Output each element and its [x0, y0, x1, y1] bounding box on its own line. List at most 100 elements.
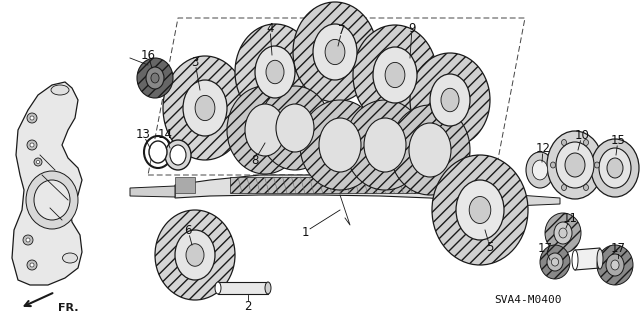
Text: 15: 15	[611, 133, 625, 147]
Polygon shape	[450, 177, 465, 193]
Ellipse shape	[410, 53, 490, 147]
Polygon shape	[130, 186, 175, 197]
Ellipse shape	[300, 100, 380, 190]
Text: 5: 5	[486, 241, 493, 253]
Polygon shape	[490, 193, 560, 207]
Polygon shape	[218, 282, 268, 294]
Text: 3: 3	[191, 55, 198, 68]
Ellipse shape	[155, 210, 235, 300]
Ellipse shape	[611, 260, 619, 270]
Ellipse shape	[547, 131, 603, 199]
Ellipse shape	[526, 152, 554, 188]
Ellipse shape	[27, 260, 37, 270]
Polygon shape	[575, 248, 600, 270]
Ellipse shape	[390, 105, 470, 195]
Ellipse shape	[409, 123, 451, 177]
Ellipse shape	[30, 263, 34, 267]
Polygon shape	[430, 177, 445, 193]
Text: 2: 2	[244, 300, 252, 313]
Text: 17: 17	[538, 242, 552, 254]
Ellipse shape	[606, 254, 624, 276]
Polygon shape	[175, 175, 490, 207]
Ellipse shape	[591, 139, 639, 197]
Text: SVA4-M0400: SVA4-M0400	[494, 295, 562, 305]
Ellipse shape	[175, 230, 215, 280]
Polygon shape	[230, 177, 420, 193]
Ellipse shape	[63, 253, 77, 263]
Ellipse shape	[469, 196, 491, 223]
Ellipse shape	[265, 282, 271, 294]
Ellipse shape	[532, 160, 548, 180]
Ellipse shape	[556, 142, 594, 188]
Ellipse shape	[36, 160, 40, 164]
Ellipse shape	[441, 88, 459, 112]
Ellipse shape	[149, 141, 167, 163]
Text: 9: 9	[408, 21, 416, 35]
Ellipse shape	[373, 47, 417, 103]
Ellipse shape	[552, 258, 559, 266]
Ellipse shape	[607, 158, 623, 178]
Ellipse shape	[215, 282, 221, 294]
Text: 6: 6	[184, 223, 192, 236]
Ellipse shape	[432, 155, 528, 265]
Ellipse shape	[545, 213, 581, 253]
Polygon shape	[478, 177, 490, 193]
Ellipse shape	[26, 171, 78, 229]
Ellipse shape	[345, 100, 425, 190]
Ellipse shape	[227, 86, 303, 174]
Text: 16: 16	[141, 49, 156, 61]
Ellipse shape	[584, 185, 589, 190]
Ellipse shape	[597, 249, 603, 269]
Ellipse shape	[595, 162, 600, 168]
Ellipse shape	[572, 250, 578, 270]
Text: 8: 8	[252, 154, 259, 166]
Ellipse shape	[313, 24, 357, 80]
Ellipse shape	[170, 145, 186, 165]
Ellipse shape	[163, 56, 247, 160]
Ellipse shape	[27, 113, 37, 123]
Ellipse shape	[23, 235, 33, 245]
Ellipse shape	[430, 74, 470, 126]
Ellipse shape	[195, 95, 215, 121]
Ellipse shape	[137, 58, 173, 98]
Text: 17: 17	[611, 242, 625, 254]
Ellipse shape	[554, 222, 572, 244]
Ellipse shape	[51, 85, 69, 95]
Ellipse shape	[325, 39, 345, 65]
Ellipse shape	[183, 80, 227, 136]
Ellipse shape	[276, 104, 314, 152]
Text: 14: 14	[157, 127, 173, 140]
Ellipse shape	[146, 67, 164, 89]
Ellipse shape	[186, 244, 204, 266]
Ellipse shape	[259, 86, 331, 170]
Ellipse shape	[353, 25, 437, 125]
Ellipse shape	[597, 245, 633, 285]
Polygon shape	[12, 82, 82, 285]
Text: 4: 4	[266, 21, 274, 35]
Text: 13: 13	[136, 127, 150, 140]
Ellipse shape	[561, 185, 566, 190]
Ellipse shape	[235, 24, 315, 120]
Ellipse shape	[255, 46, 295, 98]
Ellipse shape	[550, 162, 556, 168]
Text: 12: 12	[536, 141, 550, 155]
Ellipse shape	[540, 245, 570, 279]
Ellipse shape	[547, 253, 563, 271]
Ellipse shape	[364, 118, 406, 172]
Ellipse shape	[561, 140, 566, 146]
Ellipse shape	[293, 2, 377, 102]
Ellipse shape	[26, 238, 30, 242]
Ellipse shape	[266, 60, 284, 84]
Text: 7: 7	[339, 23, 346, 36]
Text: 1: 1	[301, 226, 308, 238]
Ellipse shape	[34, 180, 70, 220]
Polygon shape	[175, 177, 195, 193]
Ellipse shape	[30, 116, 34, 120]
Ellipse shape	[565, 153, 585, 177]
Ellipse shape	[319, 118, 361, 172]
Text: FR.: FR.	[58, 303, 79, 313]
Text: 11: 11	[563, 212, 577, 225]
Ellipse shape	[456, 180, 504, 240]
Ellipse shape	[245, 104, 285, 156]
Ellipse shape	[559, 228, 567, 238]
